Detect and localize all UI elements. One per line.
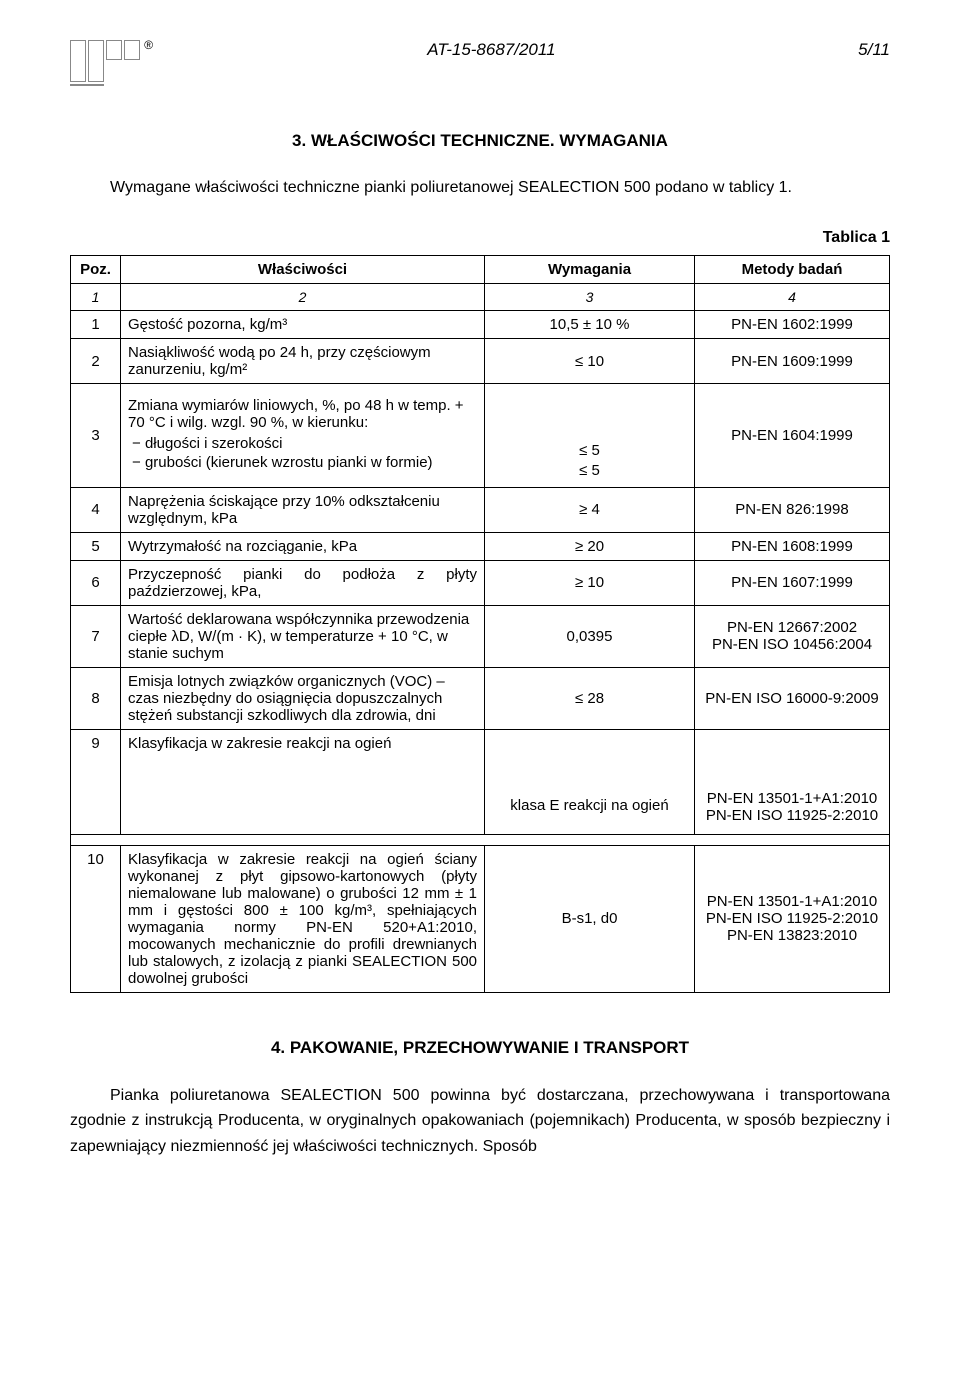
met-line-2: PN-EN ISO 11925-2:2010	[702, 807, 882, 824]
properties-table: Poz. Właściwości Wymagania Metody badań …	[70, 255, 890, 993]
cell-prop: Wytrzymałość na rozciąganie, kPa	[121, 532, 485, 560]
cell-prop-li2: − grubości (kierunek wzrostu pianki w fo…	[132, 454, 477, 471]
cell-n: 6	[71, 560, 121, 605]
section-4-para: Pianka poliuretanowa SEALECTION 500 powi…	[70, 1083, 890, 1160]
cell-met: PN-EN 1604:1999	[695, 384, 890, 488]
logo-boxes	[70, 40, 140, 86]
table-index-row: 1 2 3 4	[71, 284, 890, 311]
met-line-3: PN-EN 13823:2010	[702, 927, 882, 944]
cell-req: ≥ 10	[485, 560, 695, 605]
page-number: 5/11	[830, 40, 890, 60]
cell-met: PN-EN 1608:1999	[695, 532, 890, 560]
cell-req: klasa E reakcji na ogień	[485, 729, 695, 834]
cell-met: PN-EN 12667:2002 PN-EN ISO 10456:2004	[695, 605, 890, 667]
cell-prop: Nasiąkliwość wodą po 24 h, przy częściow…	[121, 339, 485, 384]
cell-met: PN-EN 1607:1999	[695, 560, 890, 605]
cell-met: PN-EN 1602:1999	[695, 311, 890, 339]
document-number: AT-15-8687/2011	[153, 40, 830, 60]
th-poz: Poz.	[71, 256, 121, 284]
cell-req: 10,5 ± 10 %	[485, 311, 695, 339]
cell-prop: Klasyfikacja w zakresie reakcji na ogień…	[121, 845, 485, 992]
logo: ®	[70, 40, 153, 86]
cell-prop-head: Zmiana wymiarów liniowych, %, po 48 h w …	[128, 397, 464, 431]
table-row: 3 Zmiana wymiarów liniowych, %, po 48 h …	[71, 384, 890, 488]
table-row: 4 Naprężenia ściskające przy 10% odkszta…	[71, 487, 890, 532]
cell-req: ≥ 20	[485, 532, 695, 560]
met-line-2: PN-EN ISO 11925-2:2010	[702, 910, 882, 927]
cell-req: ≤ 10	[485, 339, 695, 384]
table-row: 8 Emisja lotnych związków organicznych (…	[71, 667, 890, 729]
cell-req: B-s1, d0	[485, 845, 695, 992]
cell-n: 3	[71, 384, 121, 488]
table-gap	[71, 834, 890, 845]
idx-1: 1	[71, 284, 121, 311]
cell-prop: Naprężenia ściskające przy 10% odkształc…	[121, 487, 485, 532]
cell-req: 0,0395	[485, 605, 695, 667]
section-3-intro: Wymagane właściwości techniczne pianki p…	[70, 176, 890, 199]
cell-req: ≤ 5 ≤ 5	[485, 384, 695, 488]
idx-2: 2	[121, 284, 485, 311]
cell-met: PN-EN 1609:1999	[695, 339, 890, 384]
table-row: 9 Klasyfikacja w zakresie reakcji na ogi…	[71, 729, 890, 834]
cell-met: PN-EN 13501-1+A1:2010 PN-EN ISO 11925-2:…	[695, 729, 890, 834]
idx-4: 4	[695, 284, 890, 311]
table-row: 1 Gęstość pozorna, kg/m³ 10,5 ± 10 % PN-…	[71, 311, 890, 339]
table-header-row: Poz. Właściwości Wymagania Metody badań	[71, 256, 890, 284]
cell-prop: Klasyfikacja w zakresie reakcji na ogień	[121, 729, 485, 834]
section-4-title: 4. PAKOWANIE, PRZECHOWYWANIE I TRANSPORT	[70, 1038, 890, 1058]
idx-3: 3	[485, 284, 695, 311]
cell-prop: Wartość deklarowana współczynnika przewo…	[121, 605, 485, 667]
cell-req: ≤ 28	[485, 667, 695, 729]
req-line-2: ≤ 5	[492, 461, 687, 481]
cell-n: 2	[71, 339, 121, 384]
met-line-1: PN-EN 13501-1+A1:2010	[702, 893, 882, 910]
cell-n: 4	[71, 487, 121, 532]
table-row: 7 Wartość deklarowana współczynnika prze…	[71, 605, 890, 667]
table-label: Tablica 1	[70, 229, 890, 247]
cell-met: PN-EN 13501-1+A1:2010 PN-EN ISO 11925-2:…	[695, 845, 890, 992]
cell-req: ≥ 4	[485, 487, 695, 532]
table-row: 6 Przyczepność pianki do podłoża z płyty…	[71, 560, 890, 605]
cell-n: 5	[71, 532, 121, 560]
met-line-1: PN-EN 13501-1+A1:2010	[702, 790, 882, 807]
cell-met: PN-EN ISO 16000-9:2009	[695, 667, 890, 729]
registered-mark: ®	[144, 38, 153, 52]
th-req: Wymagania	[485, 256, 695, 284]
th-prop: Właściwości	[121, 256, 485, 284]
cell-n: 8	[71, 667, 121, 729]
cell-n: 7	[71, 605, 121, 667]
cell-n: 1	[71, 311, 121, 339]
cell-n: 9	[71, 729, 121, 834]
cell-prop-li1: − długości i szerokości	[132, 435, 477, 452]
cell-prop: Przyczepność pianki do podłoża z płyty p…	[121, 560, 485, 605]
cell-prop: Emisja lotnych związków organicznych (VO…	[121, 667, 485, 729]
cell-met: PN-EN 826:1998	[695, 487, 890, 532]
th-met: Metody badań	[695, 256, 890, 284]
table-row: 10 Klasyfikacja w zakresie reakcji na og…	[71, 845, 890, 992]
page-header: ® AT-15-8687/2011 5/11	[70, 40, 890, 86]
met-line-2: PN-EN ISO 10456:2004	[702, 636, 882, 653]
table-row: 2 Nasiąkliwość wodą po 24 h, przy części…	[71, 339, 890, 384]
cell-n: 10	[71, 845, 121, 992]
table-row: 5 Wytrzymałość na rozciąganie, kPa ≥ 20 …	[71, 532, 890, 560]
cell-prop: Gęstość pozorna, kg/m³	[121, 311, 485, 339]
req-line-1: ≤ 5	[492, 441, 687, 461]
section-3-title: 3. WŁAŚCIWOŚCI TECHNICZNE. WYMAGANIA	[70, 131, 890, 151]
met-line-1: PN-EN 12667:2002	[702, 619, 882, 636]
cell-prop: Zmiana wymiarów liniowych, %, po 48 h w …	[121, 384, 485, 488]
